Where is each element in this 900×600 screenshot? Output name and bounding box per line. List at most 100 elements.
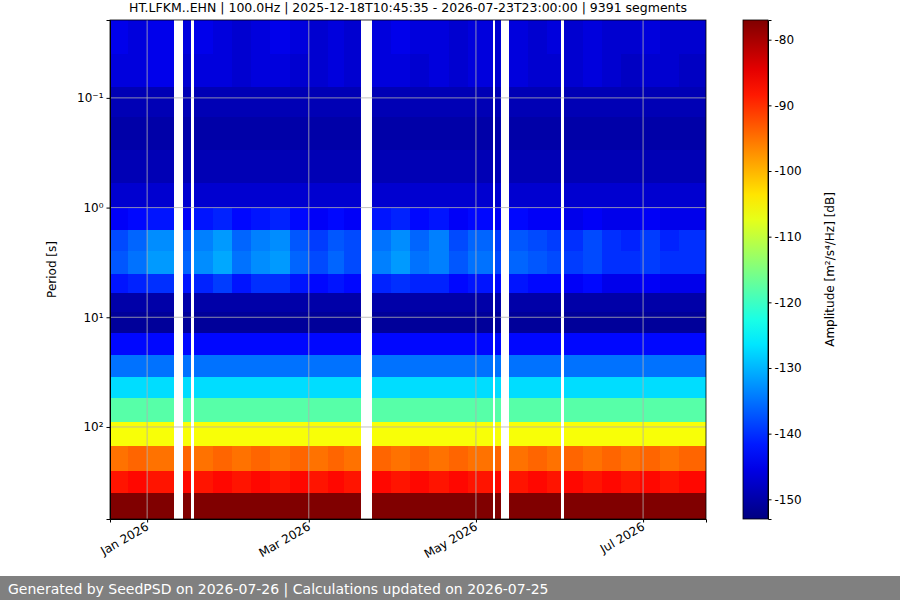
heatmap-cell <box>128 117 148 150</box>
heatmap-cell <box>110 446 128 471</box>
heatmap-cell <box>602 333 622 355</box>
heatmap-cell <box>110 183 128 208</box>
heatmap-cell <box>449 20 469 55</box>
heatmap-cell <box>391 312 411 333</box>
x-tick-mark <box>147 519 148 523</box>
heatmap-cell <box>547 54 561 87</box>
heatmap-cell <box>410 251 430 274</box>
heatmap-cell <box>583 208 603 231</box>
heatmap-cell <box>251 208 271 231</box>
heatmap-cell <box>602 312 622 333</box>
heatmap-cell <box>251 150 271 183</box>
heatmap-cell <box>528 117 548 150</box>
heatmap-cell <box>290 208 310 231</box>
heatmap-cell <box>372 117 392 150</box>
heatmap-cell <box>328 312 345 333</box>
y-tick-mark <box>107 427 111 428</box>
heatmap-cell <box>528 312 548 333</box>
heatmap-cell <box>429 355 449 378</box>
heatmap-cell <box>309 471 329 494</box>
heatmap-cell <box>213 20 233 55</box>
heatmap-cell <box>270 117 290 150</box>
heatmap-cell <box>391 355 411 378</box>
heatmap-cell <box>621 208 641 231</box>
heatmap-cell <box>679 471 706 494</box>
grid-line-y <box>110 97 706 98</box>
heatmap-cell <box>372 274 392 294</box>
heatmap-cell <box>213 312 233 333</box>
heatmap-cell <box>270 208 290 231</box>
heatmap-cell <box>344 183 361 208</box>
heatmap-cell <box>583 312 603 333</box>
heatmap-cell <box>621 355 641 378</box>
heatmap-cell <box>290 274 310 294</box>
heatmap-cell <box>679 493 706 519</box>
heatmap-cell <box>583 398 603 422</box>
heatmap-cell <box>449 422 469 447</box>
heatmap-cell <box>194 377 214 399</box>
heatmap-cell <box>309 446 329 471</box>
heatmap-cell <box>528 471 548 494</box>
heatmap-cell <box>232 230 252 252</box>
heatmap-cell <box>290 312 310 333</box>
heatmap-cell <box>528 293 548 313</box>
heatmap-cell <box>290 446 310 471</box>
heatmap-cell <box>270 274 290 294</box>
heatmap-cell <box>372 251 392 274</box>
heatmap-cell <box>468 398 493 422</box>
heatmap-cell <box>509 117 529 150</box>
heatmap-cell <box>449 312 469 333</box>
heatmap-cell <box>183 150 192 183</box>
heatmap-cell <box>372 493 392 519</box>
heatmap-cell <box>290 333 310 355</box>
heatmap-cell <box>429 251 449 274</box>
heatmap-cell <box>547 471 561 494</box>
heatmap-cell <box>391 87 411 117</box>
heatmap-cell <box>328 398 345 422</box>
heatmap-cell <box>621 293 641 313</box>
heatmap-cell <box>128 422 148 447</box>
heatmap-cell <box>660 230 680 252</box>
x-tick-mark <box>643 519 644 523</box>
heatmap-cell <box>621 251 641 274</box>
heatmap-cell <box>110 293 128 313</box>
heatmap-cell <box>495 355 501 378</box>
colorbar-tick-mark <box>768 171 772 172</box>
heatmap-cell <box>602 446 622 471</box>
colorbar-axis: -150-140-130-120-110-100-90-80 <box>768 21 802 520</box>
heatmap-cell <box>429 117 449 150</box>
heatmap-cell <box>495 446 501 471</box>
x-tick-label: May 2026 <box>422 519 480 561</box>
heatmap-cell <box>251 274 271 294</box>
heatmap-cell <box>583 471 603 494</box>
heatmap-cell <box>213 274 233 294</box>
y-tick: 10¹ <box>83 311 110 325</box>
heatmap-cell <box>344 150 361 183</box>
heatmap-cell <box>391 230 411 252</box>
heatmap-cell <box>660 150 680 183</box>
heatmap-cell <box>290 150 310 183</box>
heatmap-cell <box>270 87 290 117</box>
heatmap-cell <box>270 422 290 447</box>
heatmap-cell <box>468 20 493 55</box>
heatmap-cell <box>679 87 706 117</box>
heatmap-cell <box>213 398 233 422</box>
colorbar-tick-mark <box>768 105 772 106</box>
heatmap-cell <box>309 208 329 231</box>
heatmap-cell <box>232 87 252 117</box>
grid-line-y <box>110 207 706 208</box>
heatmap-cell <box>309 274 329 294</box>
heatmap-cell <box>621 446 641 471</box>
heatmap-cell <box>328 230 345 252</box>
heatmap-cell <box>449 87 469 117</box>
heatmap-cell <box>110 54 128 87</box>
heatmap-cell <box>679 398 706 422</box>
heatmap-cell <box>528 54 548 87</box>
heatmap-cell <box>128 251 148 274</box>
colorbar-tick: -100 <box>768 164 802 178</box>
heatmap-cell <box>547 20 561 55</box>
y-tick: 10² <box>83 420 110 434</box>
heatmap-cell <box>564 471 584 494</box>
heatmap-cell <box>147 312 173 333</box>
heatmap-cell <box>602 293 622 313</box>
